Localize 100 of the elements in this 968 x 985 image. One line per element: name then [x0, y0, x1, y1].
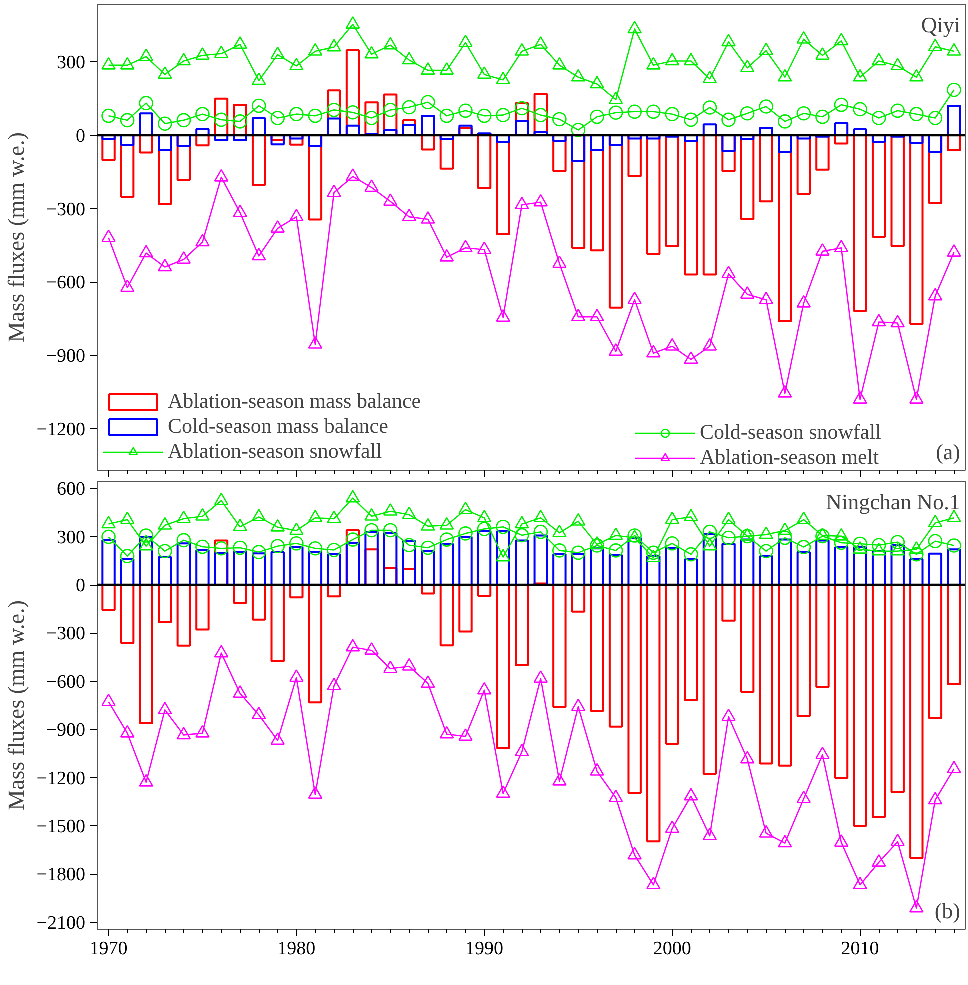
point [684, 352, 698, 364]
point [796, 512, 812, 524]
point [421, 211, 436, 224]
bar [628, 537, 642, 586]
point [270, 519, 286, 532]
y-tick-label: 300 [57, 527, 86, 548]
point [233, 518, 248, 532]
point [270, 732, 286, 746]
point [947, 43, 962, 56]
point [834, 33, 849, 46]
bar [552, 584, 567, 708]
point [853, 391, 868, 404]
bar [853, 134, 868, 312]
point [402, 506, 417, 520]
point [440, 62, 454, 75]
point [270, 46, 286, 60]
bar [496, 530, 510, 586]
point [440, 726, 454, 739]
point [628, 847, 642, 860]
point [608, 528, 624, 540]
point [383, 37, 398, 50]
annotation: Qiyi [921, 12, 961, 38]
point [364, 180, 379, 192]
point [740, 60, 755, 73]
legend-label: Ablation-season mass balance [168, 389, 422, 414]
point [252, 706, 266, 720]
bar [816, 584, 830, 688]
point [214, 645, 229, 658]
point [928, 288, 943, 301]
bar [214, 552, 229, 586]
point [496, 786, 510, 798]
y-tick-label: −1200 [36, 419, 86, 440]
bar [233, 104, 248, 136]
bar [233, 550, 248, 586]
x-tick-label: 2000 [653, 938, 692, 960]
point [740, 528, 755, 541]
bar [158, 584, 172, 624]
annotation: (b) [934, 898, 961, 924]
legend-label: Ablation-season melt [700, 445, 880, 470]
point [458, 240, 473, 253]
x-tick-label: 1970 [90, 938, 128, 960]
annotation: Ningchan No.1 [826, 490, 961, 514]
point [872, 854, 886, 867]
bar [816, 540, 830, 586]
bar [665, 546, 680, 586]
point [646, 876, 661, 890]
bar [759, 584, 774, 765]
point [139, 48, 154, 62]
bar [571, 554, 586, 586]
bar [290, 546, 304, 586]
point [684, 788, 698, 801]
point [364, 642, 379, 655]
point [496, 549, 510, 562]
point [947, 244, 962, 257]
point [571, 698, 586, 712]
bar [665, 134, 680, 138]
point [440, 249, 454, 262]
point [196, 47, 210, 60]
point [327, 510, 342, 524]
point [684, 53, 698, 66]
point [421, 676, 436, 688]
point [383, 660, 398, 674]
point [102, 57, 116, 70]
point [290, 58, 304, 71]
point [796, 295, 812, 308]
point [796, 31, 812, 44]
bar [139, 584, 154, 724]
point [120, 280, 135, 292]
x-tick-label: 2010 [841, 938, 880, 960]
point [421, 62, 436, 75]
bar [778, 584, 792, 767]
bar [139, 536, 154, 586]
point [102, 516, 116, 529]
point [890, 834, 906, 846]
point [910, 900, 924, 913]
point [233, 685, 248, 698]
bar [665, 134, 680, 248]
point [834, 240, 849, 253]
legend-label: Cold-season mass balance [168, 414, 388, 439]
bar [214, 98, 229, 136]
point [552, 773, 567, 786]
point [834, 528, 849, 541]
bar [590, 584, 604, 712]
y-tick-label: −1800 [36, 864, 86, 886]
point [308, 336, 323, 349]
y-tick-label: 0 [76, 126, 86, 147]
bar [383, 532, 398, 586]
point [759, 292, 774, 304]
point [496, 72, 510, 84]
bar [947, 584, 962, 686]
bar [834, 584, 849, 780]
bar [571, 584, 586, 613]
y-tick-label: −300 [46, 199, 86, 220]
point [702, 70, 718, 84]
point [176, 727, 192, 740]
bar [440, 584, 454, 647]
bar [590, 548, 604, 586]
bar [477, 530, 492, 586]
point [534, 510, 548, 523]
point [477, 66, 492, 80]
